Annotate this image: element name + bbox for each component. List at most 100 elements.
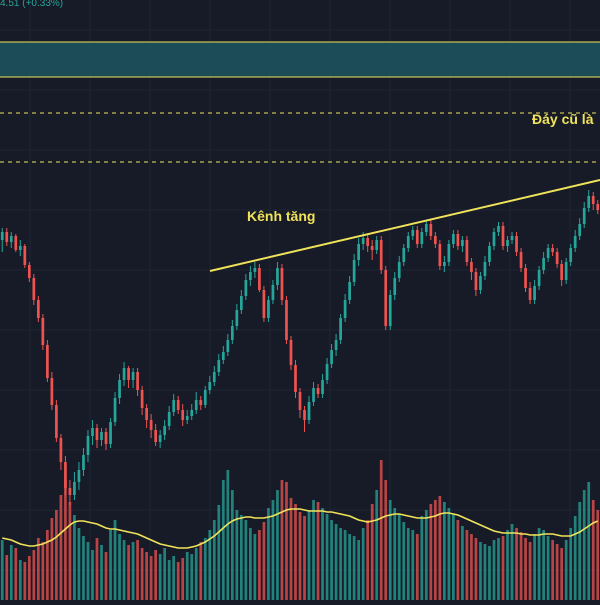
volume-bar (433, 500, 437, 600)
volume-bar (190, 554, 194, 600)
volume-bar (501, 536, 505, 600)
volume-bar (352, 536, 356, 600)
candle (212, 366, 216, 386)
volume-bar (524, 538, 527, 600)
candle-body (352, 260, 356, 282)
candle-body (402, 248, 406, 262)
volume-bar (23, 562, 27, 600)
ascending-channel-trendline[interactable] (209, 179, 600, 272)
candle-body (596, 204, 600, 210)
volume-bar (95, 538, 99, 600)
volume-bar (519, 532, 523, 600)
candle-body (55, 405, 58, 438)
candle-body (113, 398, 117, 422)
volume-bar (113, 520, 117, 600)
volume-bar (46, 530, 49, 600)
candle-body (578, 224, 582, 236)
volume-bar (230, 490, 234, 600)
candle-body (506, 240, 509, 246)
candle-body (474, 272, 478, 290)
candle-body (289, 340, 293, 365)
candle-body (384, 270, 388, 326)
volume-bar (343, 530, 347, 600)
candle-body (77, 470, 81, 482)
candle (244, 274, 248, 300)
volume-bar (127, 545, 130, 600)
volume-moving-average-line (2, 508, 599, 549)
candle (86, 430, 90, 462)
candle (280, 264, 284, 305)
candle (479, 272, 482, 294)
candle (537, 266, 541, 290)
candle-body (303, 410, 306, 420)
candle (91, 420, 94, 445)
candle-body (519, 252, 523, 268)
candle-body (212, 372, 216, 382)
candle-body (68, 488, 72, 495)
volume-bar (465, 530, 469, 600)
candle-body (64, 462, 67, 488)
candle (564, 258, 568, 284)
volume-bar (506, 530, 509, 600)
candle-body (415, 230, 419, 244)
candle (357, 238, 360, 266)
volume-bar (397, 514, 401, 600)
candle (578, 218, 582, 240)
candle-body (280, 268, 284, 300)
volume-bar (100, 545, 103, 600)
candle (154, 424, 157, 446)
volume-bar (289, 498, 293, 600)
candle-body (41, 318, 45, 345)
candle (483, 256, 487, 280)
volume-bar (203, 538, 207, 600)
volume-bar (303, 516, 306, 600)
candle (546, 244, 550, 262)
candle-body (379, 240, 383, 270)
candle-body (501, 226, 505, 246)
candle (555, 248, 559, 268)
volume-bar (316, 502, 320, 600)
candle (64, 456, 67, 495)
volume-bar (73, 515, 76, 600)
candle (55, 400, 58, 442)
candle (339, 314, 342, 344)
volume-bar (312, 500, 315, 600)
volume-bar (212, 520, 216, 600)
volume-bar (136, 540, 139, 600)
candle (276, 262, 279, 290)
candle (330, 344, 333, 368)
volume-bar (348, 534, 351, 600)
candle (50, 372, 54, 410)
candle-body (361, 238, 365, 244)
volume-bar (280, 480, 284, 600)
candle-body (397, 262, 401, 278)
candle-body (555, 252, 559, 264)
volume-bar (492, 540, 496, 600)
candle-body (73, 482, 76, 495)
volume-bar (68, 502, 72, 600)
candle-body (537, 270, 541, 286)
volume-bar (240, 515, 243, 600)
candle-body (388, 295, 392, 326)
candle-body (230, 326, 234, 340)
candle-body (424, 224, 428, 232)
candle (0, 228, 4, 252)
candle (443, 256, 446, 272)
candle-body (294, 365, 297, 392)
candle-body (221, 352, 225, 360)
volume-bar (546, 536, 550, 600)
volume-bar (109, 530, 112, 600)
volume-bar (334, 524, 338, 600)
candle-body (82, 455, 85, 470)
volume-bar (140, 548, 144, 600)
volume-bar (158, 554, 162, 600)
volume-bar (36, 538, 40, 600)
candle-body (226, 340, 230, 352)
candle (456, 230, 460, 250)
candle (271, 280, 275, 304)
candle (235, 304, 239, 330)
candle-body (122, 368, 126, 380)
candle (542, 252, 545, 274)
